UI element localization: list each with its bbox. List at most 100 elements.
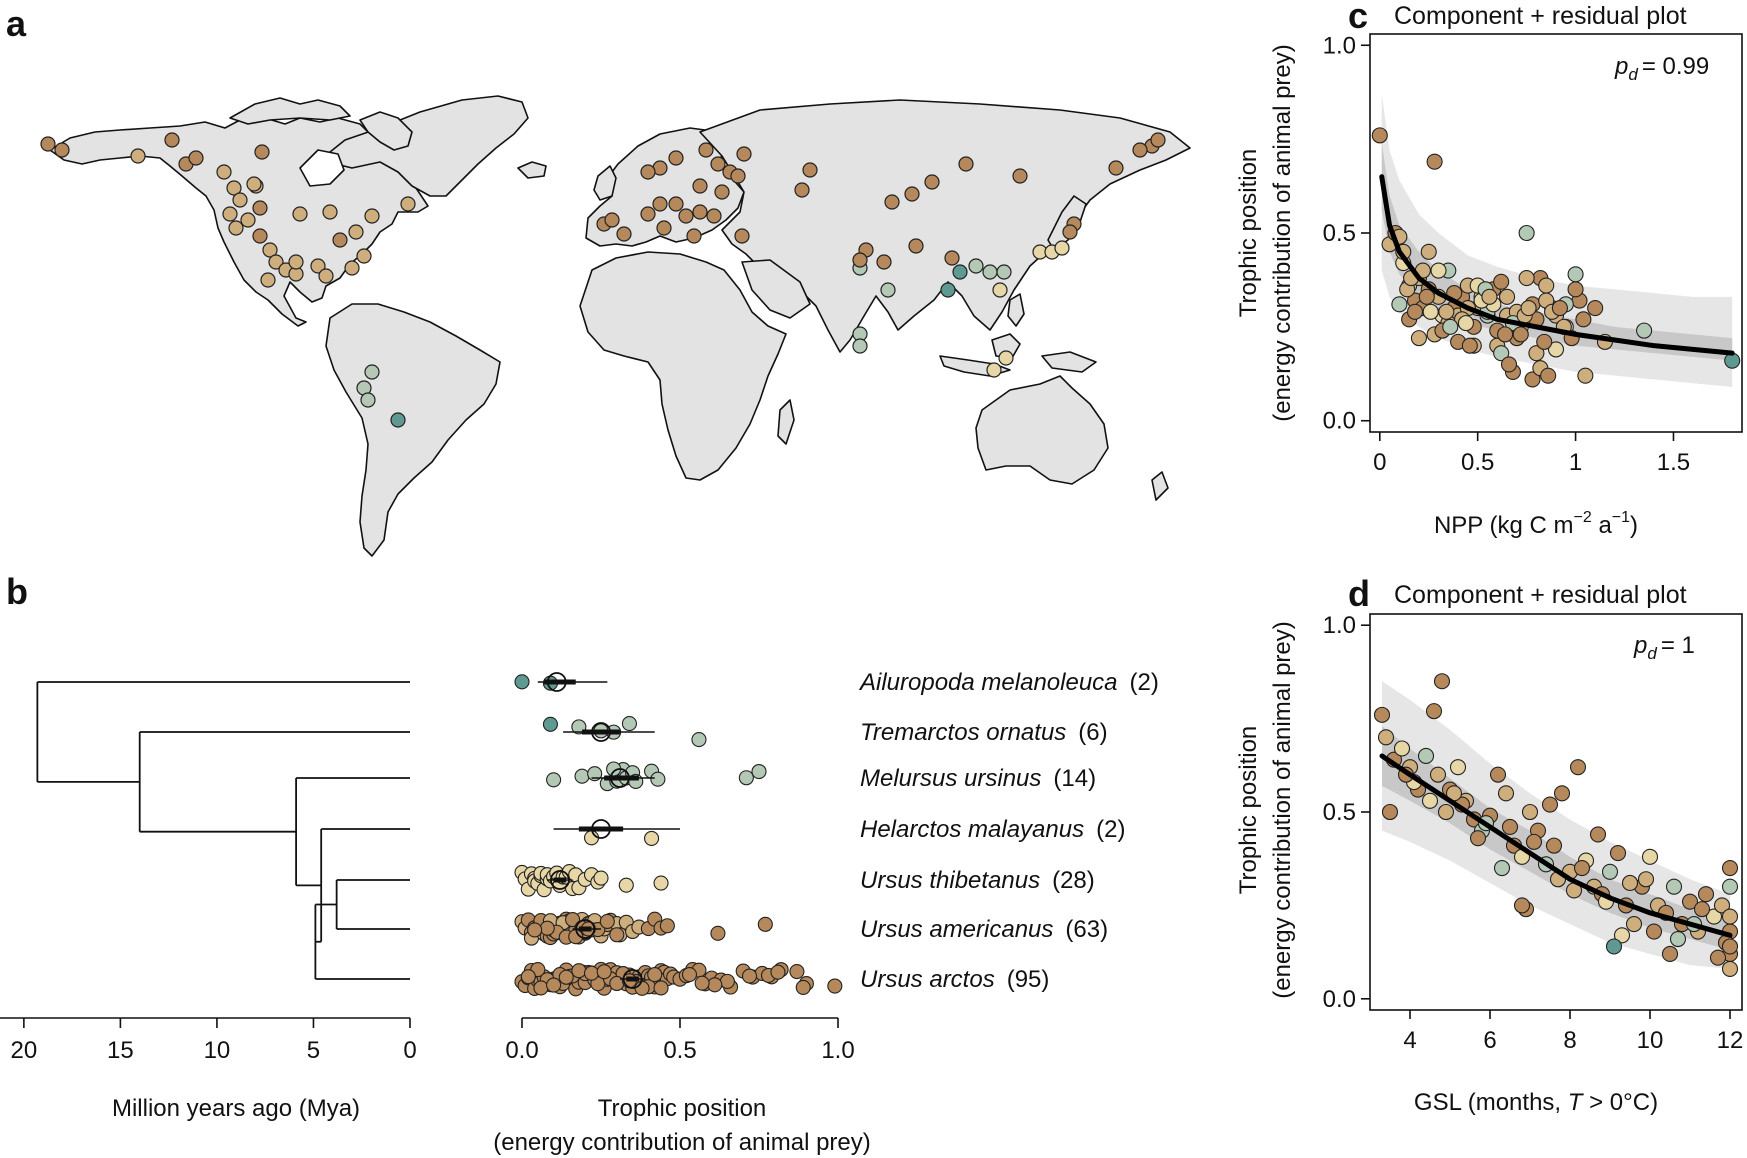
residual-point xyxy=(1393,740,1411,757)
residual-point xyxy=(1538,277,1555,294)
map-site-point xyxy=(986,362,1002,378)
map-site-point xyxy=(968,258,984,274)
residual-point xyxy=(1709,949,1727,966)
residual-point xyxy=(1625,916,1643,933)
residual-point xyxy=(1525,833,1543,850)
residual-point xyxy=(1489,766,1507,783)
residual-point xyxy=(1377,729,1395,746)
landmass-madagascar xyxy=(777,399,795,445)
trophic-point xyxy=(558,969,574,985)
panel-c-pd: pd = 0.99 xyxy=(1614,53,1709,84)
map-site-point xyxy=(714,184,730,200)
trophic-axis-tick-label: 0.5 xyxy=(663,1037,696,1064)
trophic-point xyxy=(691,732,707,748)
residual-point xyxy=(1501,818,1519,835)
species-count: (2) xyxy=(1130,669,1159,696)
map-site-point xyxy=(802,162,818,178)
residual-point xyxy=(1381,803,1399,821)
map-site-point xyxy=(876,254,892,270)
trophic-axis-label-line1: Trophic position xyxy=(598,1095,767,1122)
residual-point xyxy=(1493,859,1511,877)
trophic-point xyxy=(583,830,600,846)
y-tick-label: 0.0 xyxy=(1323,986,1356,1013)
residual-point xyxy=(1705,908,1723,925)
mean-marker xyxy=(610,768,630,788)
residual-point xyxy=(1497,326,1514,343)
residual-point xyxy=(1417,747,1435,765)
residual-point xyxy=(1541,796,1559,813)
residual-point xyxy=(1493,273,1510,290)
species-label: Ursus thibetanus (28) xyxy=(860,867,1095,894)
map-site-point xyxy=(240,212,256,228)
map-site-point xyxy=(706,208,722,224)
panel-d-xlabel-post: > 0°C) xyxy=(1582,1089,1658,1116)
hudson-bay xyxy=(299,149,345,187)
mean-marker xyxy=(591,819,611,839)
residual-point xyxy=(1605,938,1623,955)
mean-marker xyxy=(550,870,570,890)
species-name: Tremarctos ornatus xyxy=(860,719,1066,746)
map-site-point xyxy=(188,150,204,166)
residual-point xyxy=(1567,281,1584,298)
species-count: (14) xyxy=(1053,765,1096,792)
landmass-new-guinea xyxy=(1041,351,1097,373)
residual-point xyxy=(1637,871,1655,888)
y-tick-label: 0.0 xyxy=(1323,408,1356,435)
x-tick-label: 4 xyxy=(1403,1027,1416,1054)
trophic-point xyxy=(738,770,754,786)
species-label: Ursus arctos (95) xyxy=(860,966,1049,993)
map-site-point xyxy=(400,196,416,212)
mean-marker xyxy=(546,672,567,692)
panel-c-ylabel-line1: Trophic position xyxy=(1235,149,1262,318)
species-count: (28) xyxy=(1052,867,1095,894)
map-site-point xyxy=(344,260,360,276)
map-site-point xyxy=(1062,224,1078,240)
map-site-point xyxy=(356,248,372,264)
residual-point xyxy=(1406,303,1424,320)
residual-point xyxy=(1577,367,1594,384)
map-site-point xyxy=(734,228,750,244)
species-name: Melursus ursinus xyxy=(860,765,1041,792)
tree-axis-label: Million years ago (Mya) xyxy=(112,1095,360,1122)
residual-point xyxy=(1512,326,1529,343)
landmass-greenland xyxy=(319,95,529,197)
species-label: Ursus americanus (63) xyxy=(860,916,1108,943)
residual-point xyxy=(1601,863,1619,880)
map-site-point xyxy=(1108,160,1124,176)
residual-point xyxy=(1551,300,1568,317)
trophic-axis-tick-label: 0.0 xyxy=(505,1037,538,1064)
map-site-point xyxy=(698,142,714,158)
trophic-point xyxy=(587,766,603,782)
tree-axis-tick-label: 0 xyxy=(403,1037,416,1064)
residual-point xyxy=(1645,923,1663,940)
residual-point xyxy=(1569,759,1587,776)
trophic-point xyxy=(599,913,615,929)
map-site-point xyxy=(710,156,726,172)
map-site-point xyxy=(348,224,364,240)
trophic-axis-tick-label: 1.0 xyxy=(821,1037,854,1064)
residual-point xyxy=(1661,945,1679,963)
map-site-point xyxy=(998,350,1014,366)
residual-point xyxy=(1420,243,1437,260)
species-label: Melursus ursinus (14) xyxy=(860,765,1096,792)
y-tick-label: 0.5 xyxy=(1323,220,1356,247)
residual-point xyxy=(1500,356,1518,373)
species-count: (95) xyxy=(1007,966,1050,993)
residual-point xyxy=(1721,960,1739,977)
panel-d-ylabel-line1: Trophic position xyxy=(1235,726,1262,895)
panel-letter-a: a xyxy=(6,3,27,44)
residual-point xyxy=(1499,288,1516,305)
panel-c-title: Component + residual plot xyxy=(1394,2,1687,30)
x-tick-label: 8 xyxy=(1563,1027,1576,1054)
residual-point xyxy=(1520,300,1537,317)
residual-point xyxy=(1721,859,1739,877)
residual-point xyxy=(1422,303,1439,320)
trophic-point xyxy=(618,877,634,893)
landmass-south-america xyxy=(325,303,501,557)
map-site-point xyxy=(252,228,268,244)
residual-point xyxy=(1589,826,1607,843)
trophic-point xyxy=(539,920,555,936)
residual-point xyxy=(1553,785,1571,802)
residual-point xyxy=(1469,830,1487,847)
residual-point xyxy=(1481,288,1498,305)
